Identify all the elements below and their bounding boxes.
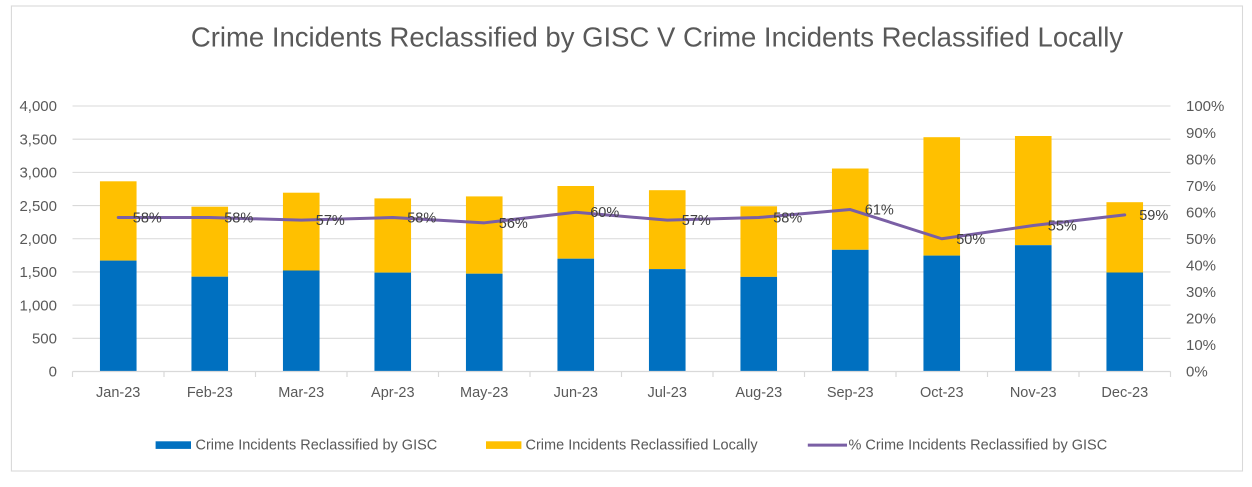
svg-text:500: 500 [32,331,57,348]
svg-text:Sep-23: Sep-23 [827,385,874,401]
svg-text:60%: 60% [1186,204,1216,221]
svg-text:% Crime Incidents Reclassified: % Crime Incidents Reclassified by GISC [849,438,1108,454]
svg-text:3,000: 3,000 [19,165,57,182]
svg-text:56%: 56% [499,216,528,232]
svg-text:61%: 61% [865,203,894,219]
svg-text:50%: 50% [956,232,985,248]
svg-text:59%: 59% [1139,208,1168,224]
svg-text:57%: 57% [316,213,345,229]
svg-text:Jun-23: Jun-23 [554,385,598,401]
svg-text:20%: 20% [1186,311,1216,328]
svg-text:4,000: 4,000 [19,98,57,115]
svg-text:Crime Incidents Reclassified b: Crime Incidents Reclassified by GISC V C… [191,22,1124,53]
svg-text:Aug-23: Aug-23 [735,385,782,401]
svg-text:60%: 60% [590,205,619,221]
svg-text:90%: 90% [1186,125,1216,142]
svg-text:80%: 80% [1186,151,1216,168]
svg-text:58%: 58% [224,211,253,227]
svg-text:0%: 0% [1186,364,1208,381]
svg-text:0: 0 [49,364,57,381]
svg-text:40%: 40% [1186,258,1216,275]
svg-text:Crime Incidents Reclassified L: Crime Incidents Reclassified Locally [526,438,759,454]
svg-text:May-23: May-23 [460,385,508,401]
svg-text:55%: 55% [1048,219,1077,235]
svg-text:Mar-23: Mar-23 [278,385,324,401]
svg-text:Oct-23: Oct-23 [920,385,964,401]
svg-text:Nov-23: Nov-23 [1010,385,1057,401]
svg-text:2,500: 2,500 [19,198,57,215]
svg-text:1,500: 1,500 [19,264,57,281]
svg-text:58%: 58% [133,211,162,227]
svg-text:Feb-23: Feb-23 [187,385,233,401]
svg-text:10%: 10% [1186,337,1216,354]
svg-text:50%: 50% [1186,231,1216,248]
svg-text:3,500: 3,500 [19,131,57,148]
svg-text:Apr-23: Apr-23 [371,385,415,401]
svg-text:Dec-23: Dec-23 [1101,385,1148,401]
svg-text:30%: 30% [1186,284,1216,301]
svg-text:57%: 57% [682,213,711,229]
svg-text:Jan-23: Jan-23 [96,385,140,401]
svg-text:100%: 100% [1186,98,1224,115]
svg-text:Jul-23: Jul-23 [647,385,687,401]
svg-text:58%: 58% [407,211,436,227]
svg-text:Crime Incidents Reclassified b: Crime Incidents Reclassified by GISC [196,438,438,454]
svg-text:58%: 58% [773,211,802,227]
svg-text:70%: 70% [1186,178,1216,195]
svg-text:2,000: 2,000 [19,231,57,248]
svg-text:1,000: 1,000 [19,297,57,314]
